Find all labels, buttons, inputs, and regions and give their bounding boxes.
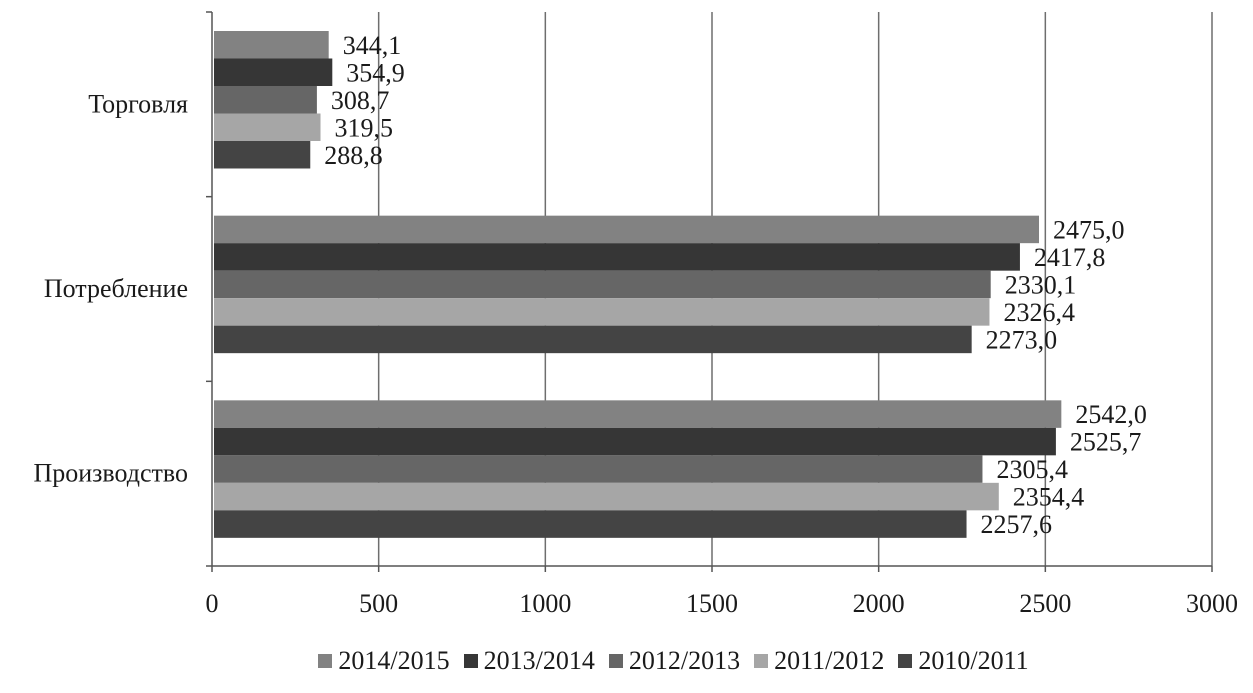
- data-label: 308,7: [331, 86, 390, 115]
- bar: [214, 427, 1056, 456]
- category-label: Производство: [33, 459, 188, 488]
- bar: [214, 400, 1062, 428]
- bar: [214, 215, 1039, 244]
- legend-item: 2013/2014: [463, 646, 595, 676]
- bar: [214, 86, 317, 114]
- data-label: 288,8: [324, 141, 383, 170]
- data-label: 2305,4: [996, 455, 1068, 484]
- bar: [214, 510, 967, 538]
- data-label: 2475,0: [1053, 215, 1125, 244]
- legend-swatch: [754, 654, 769, 668]
- bar: [214, 113, 321, 141]
- data-label: 354,9: [346, 58, 405, 87]
- data-label: 2273,0: [986, 325, 1058, 354]
- legend-swatch: [463, 654, 478, 668]
- bar: [214, 31, 329, 59]
- legend: 2014/2015 2013/2014 2012/2013 2011/2012 2010…: [0, 641, 1253, 681]
- data-label: 2542,0: [1075, 400, 1147, 429]
- legend-label: 2013/2014: [483, 646, 595, 675]
- bar: [214, 270, 991, 299]
- bar: [214, 298, 990, 326]
- x-tick-label: 0: [206, 589, 219, 618]
- bar: [214, 482, 999, 511]
- bars: [214, 31, 1062, 538]
- x-tick-label: 500: [359, 589, 398, 618]
- legend-label: 2014/2015: [338, 646, 450, 675]
- legend-label: 2011/2012: [774, 646, 885, 675]
- bar: [214, 243, 1020, 271]
- bar-chart: 0 500 1000 1500 2000 2500 3000 Торговля Потребле…: [33, 11, 1238, 618]
- data-label: 2525,7: [1070, 428, 1142, 457]
- x-tick-label: 2000: [853, 589, 905, 618]
- legend-swatch: [318, 654, 333, 668]
- axes: 0 500 1000 1500 2000 2500 3000 Торговля Потребле…: [33, 11, 1238, 618]
- legend-item: 2014/2015: [318, 646, 450, 676]
- data-label: 2354,4: [1013, 483, 1085, 512]
- legend-swatch: [898, 654, 913, 668]
- x-tick-label: 1500: [686, 589, 738, 618]
- x-tick-label: 3000: [1186, 589, 1238, 618]
- bar: [214, 58, 333, 86]
- data-label: 2257,6: [981, 510, 1053, 539]
- data-label: 2330,1: [1005, 270, 1076, 299]
- data-label: 2417,8: [1034, 243, 1106, 272]
- legend-item: 2010/2011: [898, 646, 1029, 676]
- category-label: Торговля: [88, 89, 188, 118]
- data-label: 2326,4: [1003, 298, 1075, 327]
- data-label: 344,1: [343, 31, 402, 60]
- bar: [214, 325, 972, 354]
- legend-label: 2012/2013: [628, 646, 741, 675]
- legend-swatch: [608, 654, 623, 668]
- bar: [214, 455, 983, 483]
- data-label: 319,5: [335, 113, 394, 142]
- legend-item: 2012/2013: [608, 646, 741, 676]
- legend-label: 2010/2011: [918, 646, 1029, 675]
- category-label: Потребление: [44, 274, 188, 303]
- legend-item: 2011/2012: [754, 646, 884, 676]
- x-tick-label: 2500: [1019, 589, 1071, 618]
- bar: [214, 141, 311, 169]
- x-tick-label: 1000: [519, 589, 571, 618]
